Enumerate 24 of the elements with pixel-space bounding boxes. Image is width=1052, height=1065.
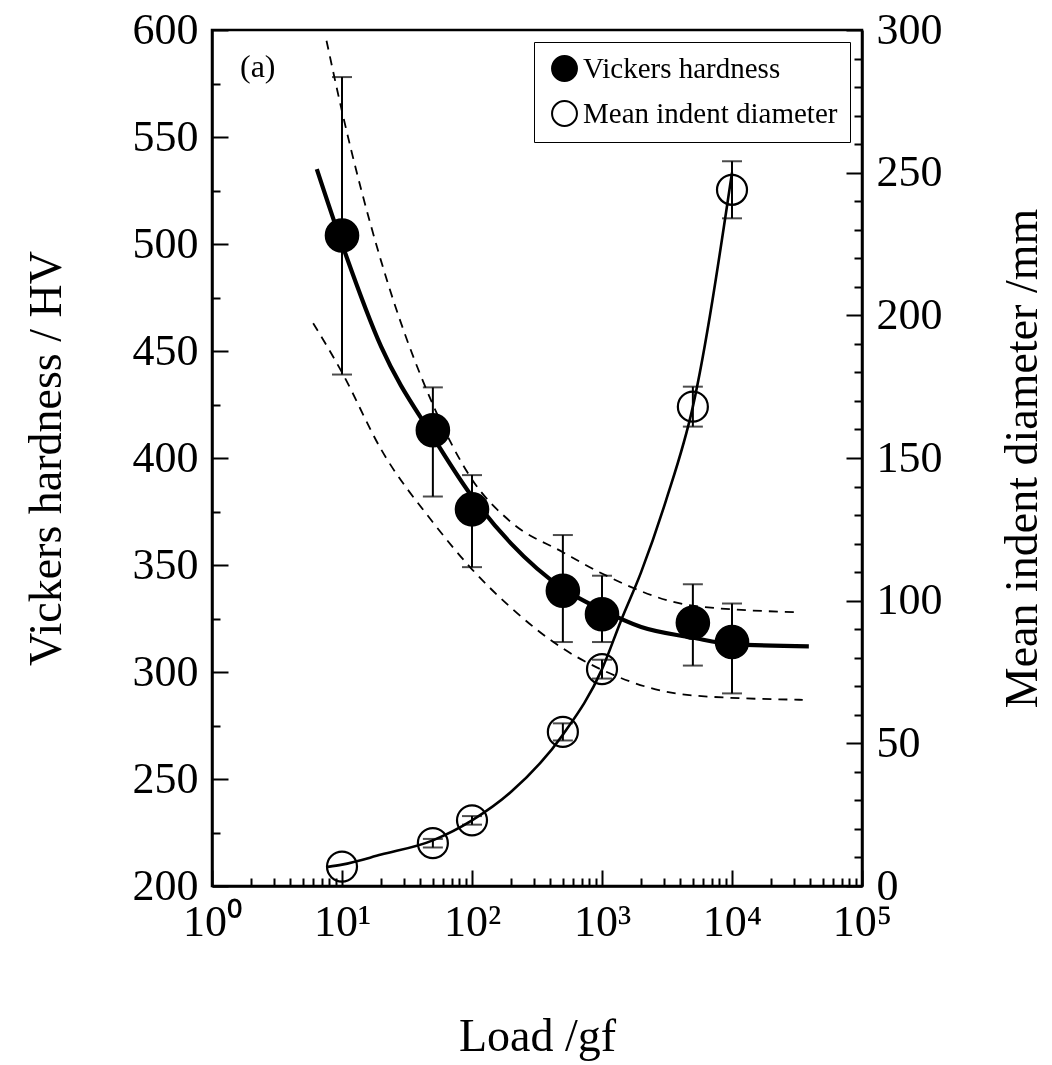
y-tick-label: 450 [132, 325, 199, 375]
x-axis-title: Load /gf [458, 1009, 617, 1061]
x-tick-label: 10¹ [313, 896, 372, 946]
y2-tick-label: 100 [876, 575, 943, 625]
y2-tick-label: 150 [876, 432, 943, 482]
x-tick-label: 10⁴ [702, 896, 763, 946]
y2-tick-label: 250 [876, 147, 943, 197]
y-tick-label: 400 [132, 432, 199, 482]
y-tick-label: 500 [132, 218, 199, 268]
y-tick-label: 550 [132, 111, 199, 161]
y2-axis-title: Mean indent diameter /mm [995, 208, 1047, 709]
legend-label: Vickers hardness [583, 51, 781, 84]
y2-tick-label: 50 [876, 717, 921, 767]
y-tick-label: 350 [132, 539, 199, 589]
y-axis-title: Vickers hardness / HV [19, 251, 71, 666]
annotation: (a) [240, 48, 276, 84]
y-tick-label: 250 [132, 753, 199, 803]
y-tick-label: 600 [132, 4, 199, 54]
y2-tick-label: 200 [876, 289, 943, 339]
y-tick-label: 300 [132, 646, 199, 696]
x-tick-label: 10² [443, 896, 502, 946]
legend-label: Mean indent diameter [583, 96, 838, 129]
x-tick-label: 10³ [573, 896, 632, 946]
y2-tick-label: 300 [876, 4, 943, 54]
